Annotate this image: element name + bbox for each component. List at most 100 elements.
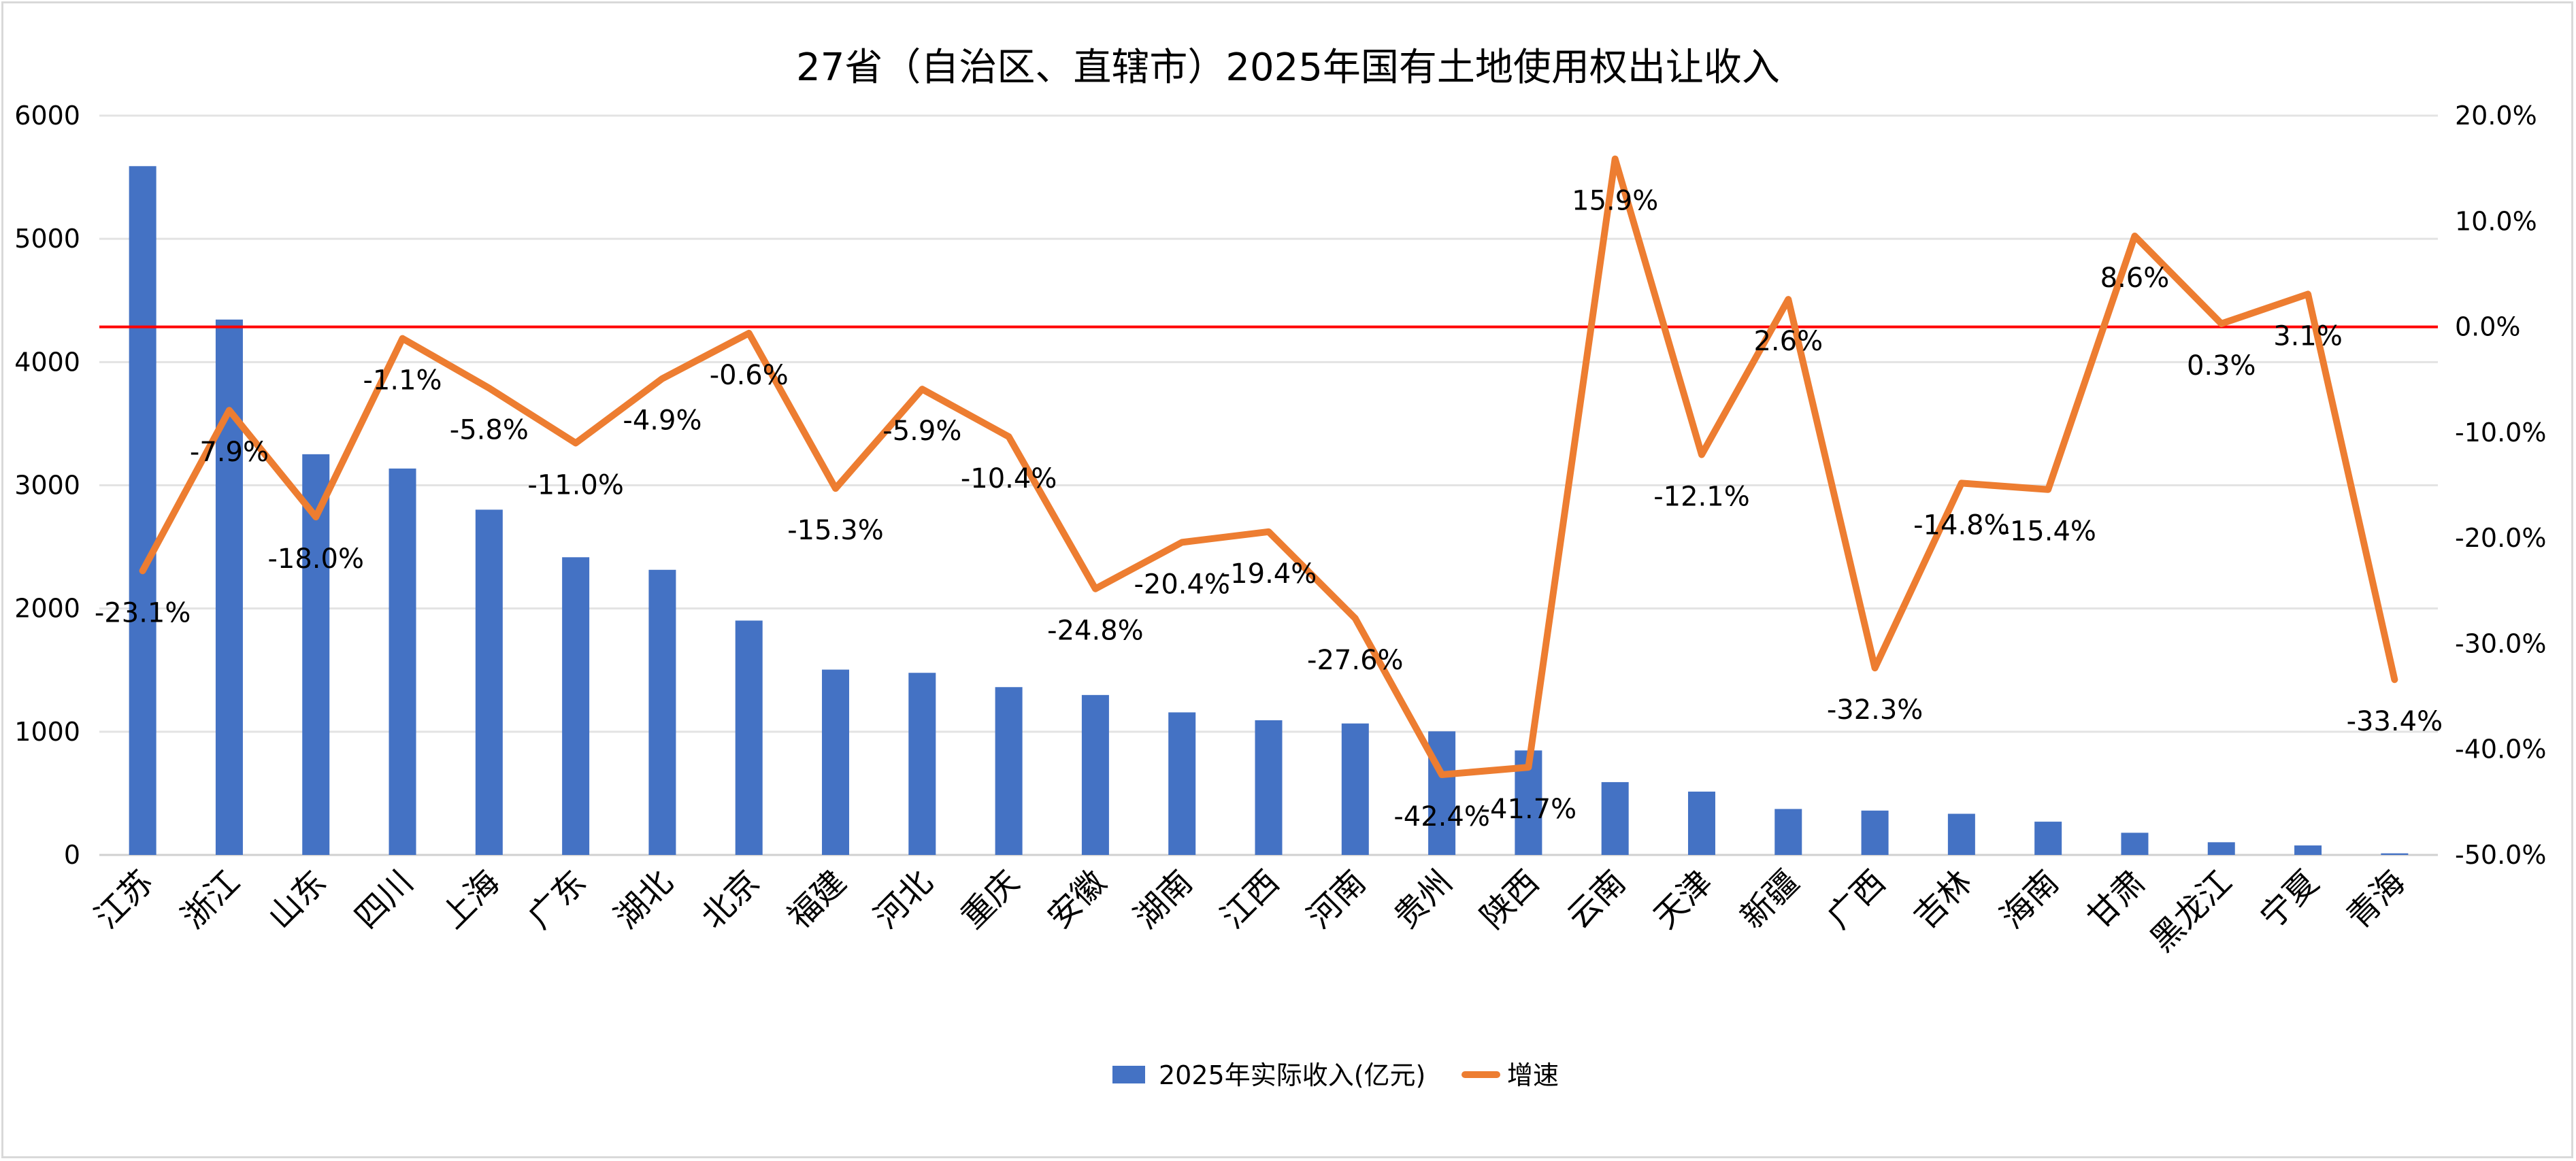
bar-广西	[1861, 810, 1889, 855]
data-label: -24.8%	[1047, 616, 1144, 647]
category-label: 甘肃	[2079, 863, 2152, 936]
bar-广东	[562, 557, 590, 855]
left-tick-label: 0	[64, 840, 80, 870]
data-label: -0.6%	[710, 360, 789, 391]
data-label: -27.6%	[1307, 645, 1404, 676]
bar-上海	[475, 509, 503, 855]
right-tick-label: 10.0%	[2455, 206, 2537, 236]
growth-point-福建	[834, 487, 838, 490]
bar-宁夏	[2294, 845, 2322, 855]
data-label: -12.1%	[1653, 481, 1750, 512]
bar-福建	[822, 669, 850, 855]
legend-swatch-bar	[1112, 1066, 1145, 1083]
category-label: 福建	[780, 863, 853, 936]
category-label: 陕西	[1473, 863, 1546, 936]
bar-浙江	[215, 319, 243, 856]
data-label: 2.6%	[1753, 326, 1823, 357]
growth-point-上海	[487, 386, 491, 390]
category-label: 江西	[1213, 863, 1286, 936]
right-tick-label: -10.0%	[2455, 418, 2546, 448]
category-label: 河南	[1300, 863, 1373, 936]
category-label: 宁夏	[2253, 863, 2326, 936]
category-label: 浙江	[174, 863, 247, 936]
category-label: 重庆	[954, 863, 1027, 936]
growth-point-甘肃	[2133, 235, 2136, 238]
growth-point-江西	[1267, 530, 1270, 533]
right-tick-label: -50.0%	[2455, 840, 2546, 870]
growth-point-河南	[1353, 617, 1357, 620]
bar-北京	[735, 620, 763, 855]
data-label: -19.4%	[1221, 558, 1317, 590]
category-label: 湖南	[1127, 863, 1200, 936]
data-label: -15.4%	[2000, 516, 2096, 548]
growth-point-安徽	[1093, 587, 1097, 590]
right-tick-label: 0.0%	[2455, 312, 2521, 342]
bar-贵州	[1428, 731, 1456, 855]
bar-重庆	[995, 687, 1023, 855]
growth-point-云南	[1613, 157, 1617, 161]
category-label: 湖北	[607, 863, 680, 936]
left-tick-label: 1000	[14, 717, 80, 747]
bar-吉林	[1947, 813, 1975, 855]
bar-海南	[2034, 822, 2062, 855]
bar-四川	[389, 468, 416, 855]
chart-title: 27省（自治区、直辖市）2025年国有土地使用权出让收入	[796, 46, 1780, 90]
growth-point-重庆	[1007, 435, 1010, 439]
right-tick-label: -20.0%	[2455, 523, 2546, 553]
bar-江西	[1255, 720, 1283, 855]
data-label: -1.1%	[363, 365, 442, 397]
category-label: 广东	[521, 863, 593, 936]
category-label: 山东	[261, 863, 333, 936]
bar-江苏	[129, 166, 156, 856]
left-tick-label: 6000	[14, 101, 80, 131]
category-label: 江苏	[88, 863, 161, 936]
legend-label-revenue: 2025年实际收入(亿元)	[1159, 1060, 1425, 1090]
left-tick-label: 4000	[14, 347, 80, 377]
data-label: 3.1%	[2273, 320, 2343, 352]
bar-山东	[302, 454, 330, 855]
data-label: -5.9%	[882, 416, 961, 447]
bar-云南	[1601, 781, 1629, 855]
right-tick-label: -40.0%	[2455, 735, 2546, 764]
right-tick-label: 20.0%	[2455, 101, 2537, 131]
data-label: -5.8%	[450, 415, 529, 446]
data-label: -7.9%	[190, 437, 269, 468]
left-tick-label: 2000	[14, 594, 80, 624]
left-tick-label: 5000	[14, 224, 80, 254]
data-label: -33.4%	[2347, 706, 2443, 737]
legend-label-growth: 增速	[1507, 1060, 1559, 1090]
bar-湖北	[648, 569, 676, 855]
data-label: -4.9%	[623, 405, 701, 437]
growth-point-新疆	[1787, 298, 1790, 301]
bar-河北	[908, 673, 936, 855]
growth-point-广东	[574, 441, 578, 445]
growth-point-陕西	[1527, 766, 1530, 769]
data-label: -14.8%	[1913, 509, 2010, 541]
legend: 2025年实际收入(亿元) 增速	[1112, 1060, 1559, 1090]
growth-point-青海	[2393, 678, 2396, 682]
data-label: -11.0%	[527, 469, 624, 501]
category-label: 吉林	[1906, 863, 1979, 936]
bar-天津	[1687, 791, 1715, 855]
growth-point-广西	[1873, 667, 1877, 670]
category-label: 河北	[867, 863, 940, 936]
growth-point-天津	[1700, 453, 1703, 456]
bar-青海	[2381, 853, 2409, 855]
bar-河南	[1341, 723, 1369, 855]
category-label: 安徽	[1040, 863, 1113, 936]
category-label: 海南	[1993, 863, 2066, 936]
data-label: 15.9%	[1572, 186, 1658, 217]
growth-point-贵州	[1440, 773, 1444, 776]
growth-point-海南	[2047, 488, 2050, 491]
growth-point-河北	[921, 388, 924, 391]
data-label: -15.3%	[787, 515, 884, 546]
data-label: 8.6%	[2100, 263, 2170, 294]
bar-甘肃	[2121, 832, 2149, 855]
category-label: 广西	[1820, 863, 1893, 936]
growth-point-四川	[401, 337, 404, 340]
category-label: 青海	[2339, 863, 2412, 936]
data-label: 0.3%	[2187, 350, 2256, 382]
category-label: 黑龙江	[2143, 863, 2239, 959]
